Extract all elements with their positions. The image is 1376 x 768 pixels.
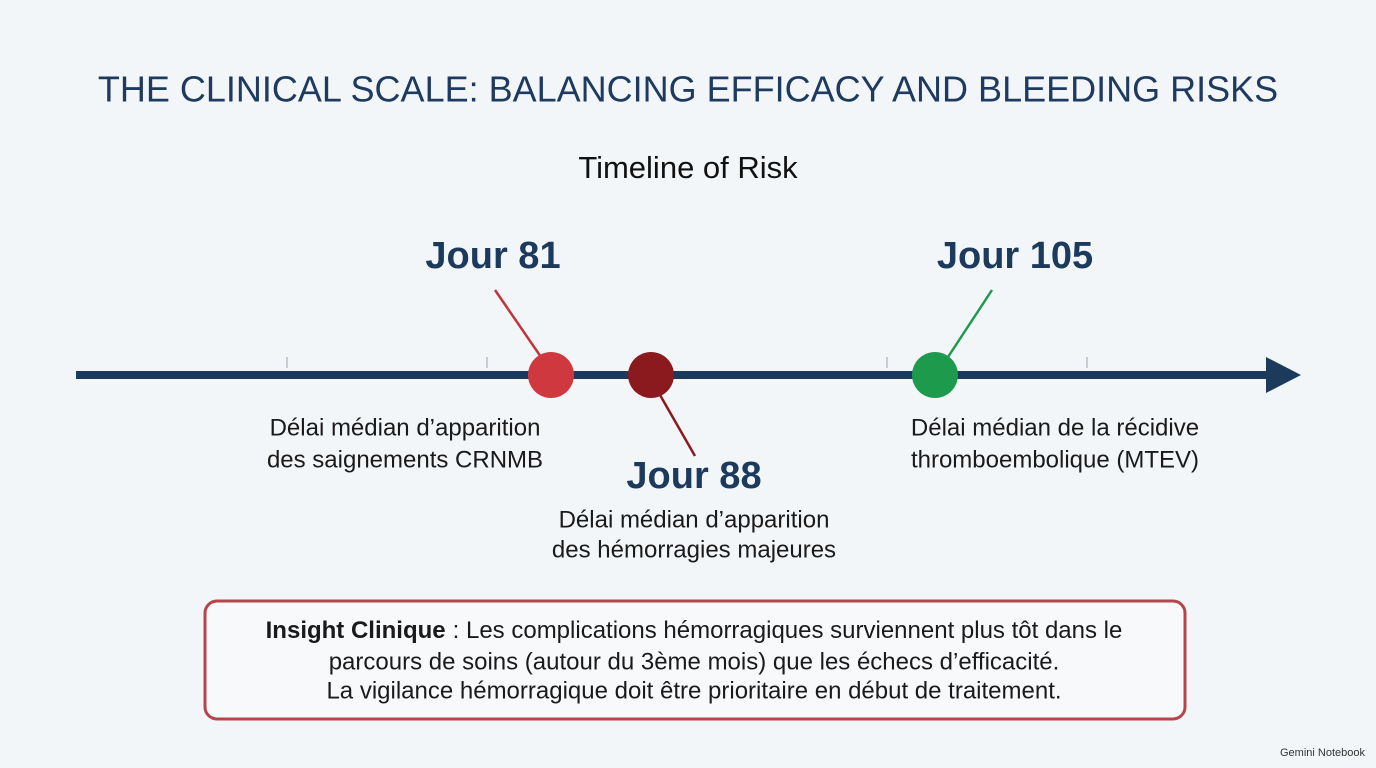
event-description: des saignements CRNMB (267, 446, 543, 473)
event-description: des hémorragies majeures (552, 536, 836, 563)
insight-box (203, 599, 1187, 721)
event-marker (912, 352, 958, 398)
event-label: Jour 105 (937, 235, 1093, 277)
leader-line (493, 289, 543, 358)
insight-line: La vigilance hémorragique doit être prio… (326, 677, 1061, 704)
event-marker (528, 352, 574, 398)
insight-text: : Les complications hémorragiques survie… (453, 617, 1123, 644)
event-description: thromboembolique (MTEV) (911, 446, 1199, 473)
title: THE CLINICAL SCALE: BALANCING EFFICACY A… (98, 69, 1278, 110)
event-marker (628, 352, 674, 398)
insight-line: Insight Clinique : Les complications hémo… (266, 617, 1123, 644)
event-description: Délai médian d’apparition (270, 414, 541, 441)
event-description: Délai médian d’apparition (559, 506, 830, 533)
leader-line (946, 289, 994, 358)
event-label: Jour 88 (626, 455, 761, 497)
footer: Gemini Notebook (1280, 747, 1365, 759)
subtitle: Timeline of Risk (578, 150, 798, 185)
insight-heading: Insight Clinique (266, 617, 446, 644)
timeline-arrow (1266, 357, 1301, 393)
event-label: Jour 81 (425, 235, 560, 277)
ticks (286, 357, 1088, 368)
insight-line: parcours de soins (autour du 3ème mois) … (329, 648, 1060, 675)
event-description: Délai médian de la récidive (911, 414, 1199, 441)
leader-line (658, 394, 697, 457)
